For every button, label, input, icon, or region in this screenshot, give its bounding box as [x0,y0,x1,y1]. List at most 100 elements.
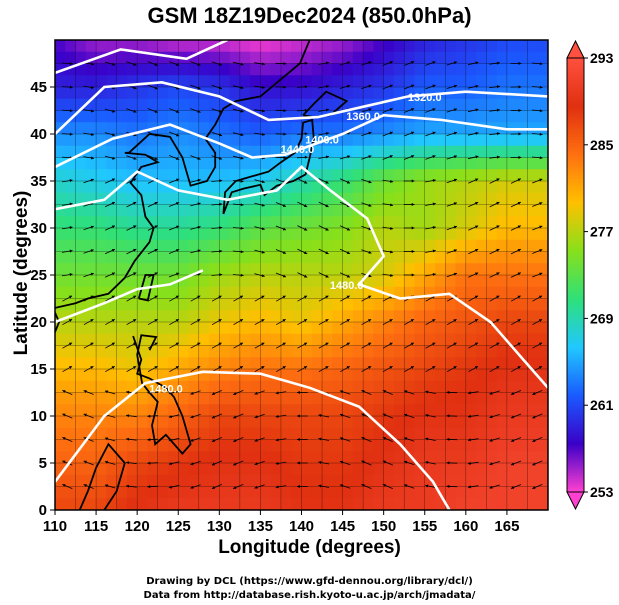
wind-arrowhead [411,179,415,183]
temperature-cell [445,463,457,476]
temperature-cell [55,310,66,323]
temperature-cell [506,228,518,241]
temperature-cell [280,474,292,488]
temperature-cell [537,498,548,510]
wind-arrowhead [518,132,522,136]
wind-arrowhead [467,391,471,395]
temperature-cell [250,463,262,476]
wind-arrowhead [197,295,201,299]
temperature-cell [147,204,159,217]
temperature-cell [147,40,159,53]
temperature-cell [157,322,169,335]
wind-arrowhead [283,132,287,136]
wind-arrowhead [539,132,543,136]
temperature-cell [65,98,77,112]
temperature-cell [527,345,539,358]
temperature-cell [363,310,374,323]
temperature-cell [198,216,210,229]
height-contours [55,40,548,510]
temperature-cell [116,404,128,417]
temperature-cell [332,134,344,147]
temperature-cell [373,122,385,135]
temperature-cell [75,369,87,382]
temperature-cell [424,75,436,88]
temperature-cell [55,251,66,264]
temperature-cell [496,404,508,417]
temperature-cell [147,357,159,370]
coastline [132,334,192,455]
temperature-cell [342,427,354,441]
temperature-cell [414,122,426,135]
temperature-cell [435,369,446,382]
temperature-cell [126,286,138,300]
temperature-cell [85,439,97,452]
temperature-cell [157,157,169,170]
temperature-cell [537,345,548,358]
temperature-cell [96,416,107,429]
temperature-cell [424,298,436,311]
temperature-cell [178,228,190,241]
temperature-cell [301,204,313,217]
wind-arrowhead [382,460,386,464]
wind-arrowhead [233,415,237,419]
temperature-cell [486,416,498,429]
temperature-cell [517,63,529,76]
wind-arrowhead [467,438,471,442]
temperature-cell [219,404,231,417]
wind-arrowhead [126,390,130,394]
temperature-cell [229,275,241,288]
wind-arrowhead [154,86,158,90]
temperature-cell [167,474,179,488]
wind-arrowhead [261,250,265,254]
temperature-cell [116,298,128,311]
temperature-cell [435,298,446,311]
wind-arrowhead [261,203,265,207]
temperature-cell [537,275,548,288]
temperature-cell [383,333,395,347]
temperature-cell [332,110,344,123]
temperature-cell [352,181,364,194]
wind-arrowhead [240,179,244,183]
wind-arrowhead [218,366,222,369]
temperature-cell [188,51,200,65]
temperature-cell [106,75,118,88]
temperature-cell [322,192,333,206]
temperature-cell [137,439,149,452]
temperature-cell [198,416,210,429]
temperature-cell [260,216,272,229]
temperature-cell [198,310,210,323]
temperature-cell [260,498,272,510]
temperature-cell [527,228,539,241]
temperature-cell [506,310,518,323]
temperature-cell [106,263,118,276]
wind-arrowhead [325,204,329,208]
temperature-cell [435,181,446,194]
coastline [137,274,155,302]
temperature-cell [537,463,548,476]
temperature-cell [486,98,498,112]
temperature-cell [106,110,118,123]
temperature-cell [229,134,241,147]
temperature-cell [373,40,385,53]
wind-arrowhead [111,272,115,276]
wind-arrowhead [283,156,287,160]
x-axis: 110 115 120 125 130 135 140 145 150 155 160 165 [43,510,519,535]
temperature-cell [280,416,292,429]
wind-arrowhead [453,342,457,346]
temperature-cell [465,145,477,159]
temperature-cell [506,439,518,452]
temperature-cell [209,228,220,241]
temperature-cell [424,110,436,123]
temperature-cell [116,98,128,112]
temperature-cell [167,427,179,441]
wind-arrowhead [69,132,73,136]
temperature-cell [85,416,97,429]
temperature-cell [75,498,87,510]
temperature-cell [126,181,138,194]
temperature-cell [342,110,354,123]
temperature-cell [260,463,272,476]
temperature-cell [147,134,159,147]
temperature-cell [239,51,251,65]
temperature-cell [126,275,138,288]
wind-arrowhead [133,319,137,322]
